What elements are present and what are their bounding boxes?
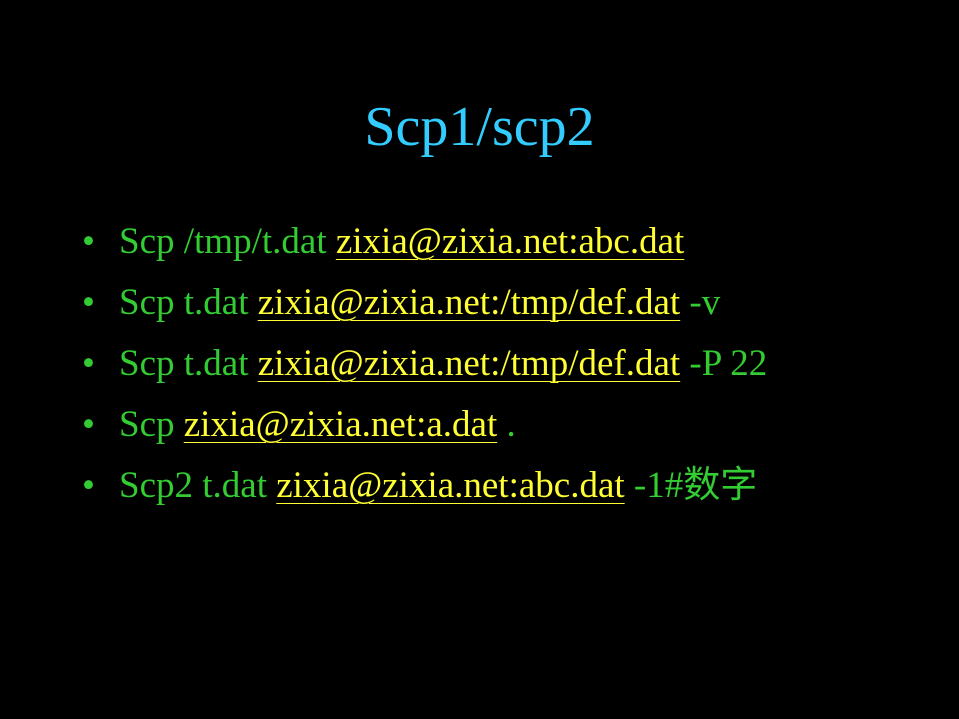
- remote-path-link[interactable]: zixia@zixia.net:/tmp/def.dat: [257, 282, 681, 323]
- list-item: • Scp /tmp/t.dat zixia@zixia.net:abc.dat: [82, 214, 767, 275]
- bullet-list: • Scp /tmp/t.dat zixia@zixia.net:abc.dat …: [82, 214, 767, 519]
- remote-path-link[interactable]: zixia@zixia.net:abc.dat: [335, 221, 685, 262]
- list-item: • Scp t.dat zixia@zixia.net:/tmp/def.dat …: [82, 336, 767, 397]
- list-item: • Scp2 t.dat zixia@zixia.net:abc.dat -1#数…: [82, 458, 767, 519]
- command-text: Scp /tmp/t.dat: [119, 221, 336, 262]
- command-text: Scp: [119, 404, 184, 445]
- remote-path-link[interactable]: zixia@zixia.net:a.dat: [183, 404, 498, 445]
- command-suffix: .: [497, 404, 516, 445]
- remote-path-link[interactable]: zixia@zixia.net:/tmp/def.dat: [257, 343, 681, 384]
- bullet-icon: •: [82, 343, 95, 384]
- command-suffix: -P 22: [680, 343, 768, 384]
- bullet-icon: •: [82, 404, 95, 445]
- bullet-icon: •: [82, 465, 95, 506]
- command-suffix: -1#数字: [624, 465, 758, 506]
- bullet-icon: •: [82, 221, 95, 262]
- remote-path-link[interactable]: zixia@zixia.net:abc.dat: [276, 465, 625, 506]
- command-text: Scp t.dat: [119, 343, 258, 384]
- list-item: • Scp t.dat zixia@zixia.net:/tmp/def.dat …: [82, 275, 767, 336]
- command-text: Scp2 t.dat: [119, 465, 277, 506]
- slide-title: Scp1/scp2: [364, 96, 595, 158]
- command-suffix: -v: [680, 282, 721, 323]
- command-text: Scp t.dat: [119, 282, 258, 323]
- list-item: • Scp zixia@zixia.net:a.dat .: [82, 397, 767, 458]
- bullet-icon: •: [82, 282, 95, 323]
